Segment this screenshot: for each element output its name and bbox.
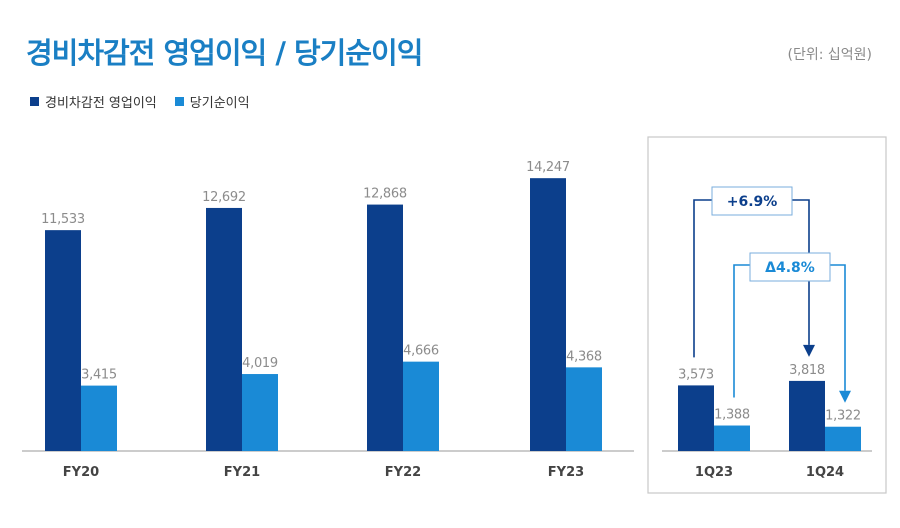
value-label-operating-1q23: 3,573 (678, 367, 714, 382)
bar-net-fy21 (242, 374, 278, 451)
value-label-net-1q24: 1,322 (825, 409, 861, 424)
value-label-operating-fy21: 12,692 (202, 190, 246, 205)
category-label-fy23: FY23 (548, 465, 584, 480)
bar-operating-1q23 (678, 385, 714, 451)
bar-operating-fy21 (206, 207, 242, 451)
chart-title: 경비차감전 영업이익 / 당기순이익 (26, 36, 423, 70)
legend: 경비차감전 영업이익 당기순이익 (30, 92, 268, 111)
bar-net-1q24 (825, 426, 861, 451)
value-label-operating-fy20: 11,533 (41, 212, 85, 227)
category-label-fy22: FY22 (385, 465, 421, 480)
unit-label: (단위: 십억원) (787, 47, 873, 63)
quarter-panel-frame (647, 136, 887, 494)
value-label-net-fy23: 4,368 (566, 349, 602, 364)
bar-net-1q23 (714, 425, 750, 451)
legend-swatch-net (174, 97, 184, 106)
annotation-arrowhead-operating (803, 344, 815, 357)
value-label-net-1q23: 1,388 (714, 408, 750, 423)
bar-operating-fy22 (367, 204, 403, 451)
bar-net-fy23 (566, 367, 602, 451)
annotation-text-operating: +6.9% (727, 194, 778, 210)
value-label-operating-fy23: 14,247 (526, 160, 570, 175)
value-label-operating-1q24: 3,818 (789, 363, 825, 378)
legend-swatch-operating (30, 97, 39, 106)
legend-label-net: 당기순이익 (189, 96, 250, 111)
bar-operating-fy20 (45, 230, 81, 451)
annotation-box-operating (711, 186, 793, 216)
category-label-1q23: 1Q23 (695, 465, 733, 480)
category-label-1q24: 1Q24 (806, 465, 844, 480)
value-label-net-fy21: 4,019 (242, 356, 278, 371)
category-label-fy20: FY20 (63, 465, 99, 480)
annotation-box-net (749, 252, 831, 282)
annotation-arrowhead-net (839, 390, 851, 403)
bar-operating-fy23 (530, 178, 566, 451)
legend-item-net: 당기순이익 (174, 92, 250, 111)
legend-item-operating: 경비차감전 영업이익 (30, 92, 157, 111)
annotation-text-net: Δ4.8% (765, 260, 815, 276)
bar-net-fy20 (81, 385, 117, 451)
bar-net-fy22 (403, 361, 439, 451)
bar-operating-1q24 (789, 380, 825, 451)
legend-label-operating: 경비차감전 영업이익 (45, 96, 157, 111)
value-label-net-fy20: 3,415 (81, 368, 117, 383)
value-label-net-fy22: 4,666 (403, 344, 439, 359)
category-label-fy21: FY21 (224, 465, 260, 480)
value-label-operating-fy22: 12,868 (363, 187, 407, 202)
